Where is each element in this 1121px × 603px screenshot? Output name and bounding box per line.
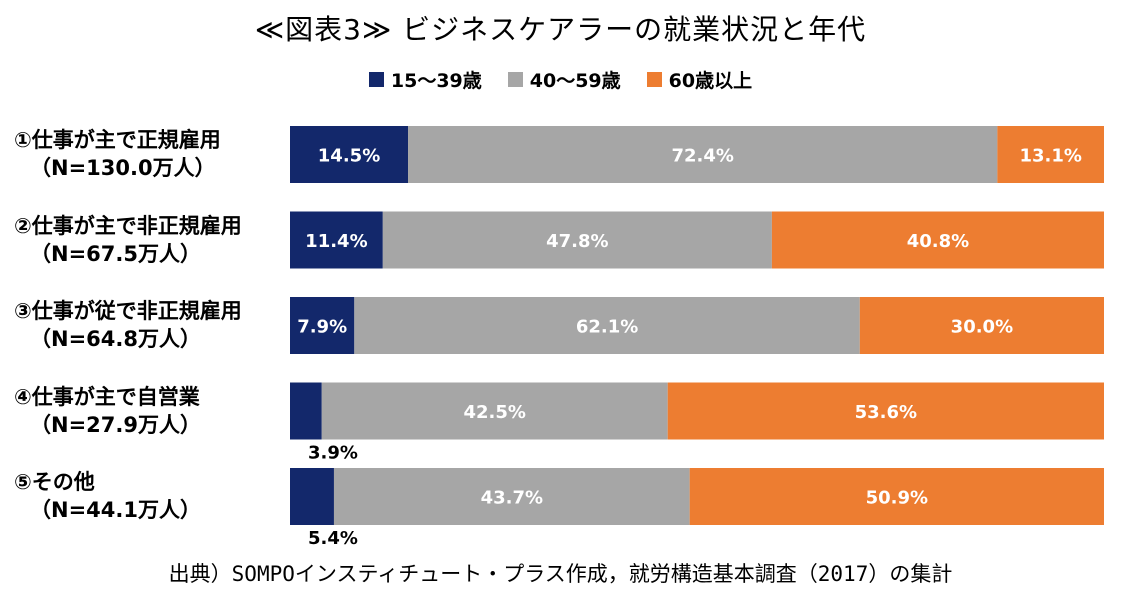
legend-swatch bbox=[507, 72, 523, 87]
bar-segment bbox=[997, 126, 1104, 183]
data-label: 42.5% bbox=[463, 402, 525, 423]
bar-segment bbox=[290, 468, 334, 525]
data-label: 50.9% bbox=[866, 488, 928, 509]
data-label: 5.4% bbox=[308, 528, 358, 549]
bar-segment bbox=[321, 382, 668, 440]
category-label-n: （N=130.0万人） bbox=[30, 156, 216, 180]
bar-segment bbox=[667, 382, 1104, 440]
category-label: ①仕事が主で正規雇用 （N=130.0万人） bbox=[0, 126, 290, 182]
bar-segment bbox=[382, 211, 772, 269]
legend-item: 40～59歳 bbox=[507, 66, 621, 93]
legend-label: 40～59歳 bbox=[529, 70, 621, 92]
legend-item: 15～39歳 bbox=[368, 66, 482, 93]
category-label-n: （N=67.5万人） bbox=[30, 241, 201, 266]
bar-segment bbox=[290, 382, 322, 440]
bar-segment bbox=[354, 297, 860, 354]
data-label: 72.4% bbox=[671, 146, 733, 167]
data-label: 14.5% bbox=[318, 146, 380, 167]
category-label-n: （N=44.1万人） bbox=[30, 498, 201, 522]
data-label: 30.0% bbox=[951, 317, 1013, 338]
data-label: 53.6% bbox=[855, 402, 917, 423]
category-label-n: （N=64.8万人） bbox=[30, 327, 201, 351]
source-note: 出典）SOMPOインスティチュート・プラス作成，就労構造基本調査（2017）の集… bbox=[168, 562, 953, 586]
bar-segment bbox=[290, 297, 355, 354]
legend-item: 60歳以上 bbox=[646, 66, 753, 93]
legend-label: 15～39歳 bbox=[390, 70, 482, 92]
bar-segment bbox=[333, 468, 690, 525]
category-label: ④仕事が主で自営業 （N=27.9万人） bbox=[0, 383, 290, 439]
data-label: 13.1% bbox=[1019, 146, 1081, 167]
category-label-title: ①仕事が主で正規雇用 bbox=[14, 128, 221, 152]
data-label: 7.9% bbox=[297, 317, 347, 338]
bar-segment bbox=[689, 468, 1104, 525]
category-label: ③仕事が従で非正規雇用 （N=64.8万人） bbox=[0, 297, 290, 353]
category-label-n: （N=27.9万人） bbox=[30, 412, 201, 437]
bar-segment bbox=[290, 126, 409, 183]
category-label-title: ⑤その他 bbox=[14, 470, 95, 494]
legend-label: 60歳以上 bbox=[668, 70, 753, 92]
bar-segment bbox=[290, 211, 383, 269]
data-label: 3.9% bbox=[308, 443, 358, 464]
legend: 15～39歳 40～59歳 60歳以上 bbox=[0, 66, 1121, 93]
category-label: ②仕事が主で非正規雇用 （N=67.5万人） bbox=[0, 212, 290, 268]
chart-title: ≪図表3≫ ビジネスケアラーの就業状況と年代 bbox=[254, 13, 867, 46]
legend-swatch bbox=[646, 72, 662, 87]
category-label-title: ③仕事が従で非正規雇用 bbox=[14, 299, 242, 323]
bar-segment bbox=[859, 297, 1104, 354]
legend-swatch bbox=[368, 72, 384, 87]
data-label: 47.8% bbox=[546, 231, 608, 252]
data-label: 40.8% bbox=[907, 231, 969, 252]
category-label-title: ②仕事が主で非正規雇用 bbox=[14, 213, 242, 238]
data-label: 62.1% bbox=[576, 317, 638, 338]
category-label: ⑤その他 （N=44.1万人） bbox=[0, 468, 290, 524]
category-label-title: ④仕事が主で自営業 bbox=[14, 384, 200, 409]
bar-segment bbox=[771, 211, 1104, 269]
data-label: 43.7% bbox=[481, 488, 543, 509]
bar-segment bbox=[408, 126, 998, 183]
data-label: 11.4% bbox=[305, 231, 367, 252]
